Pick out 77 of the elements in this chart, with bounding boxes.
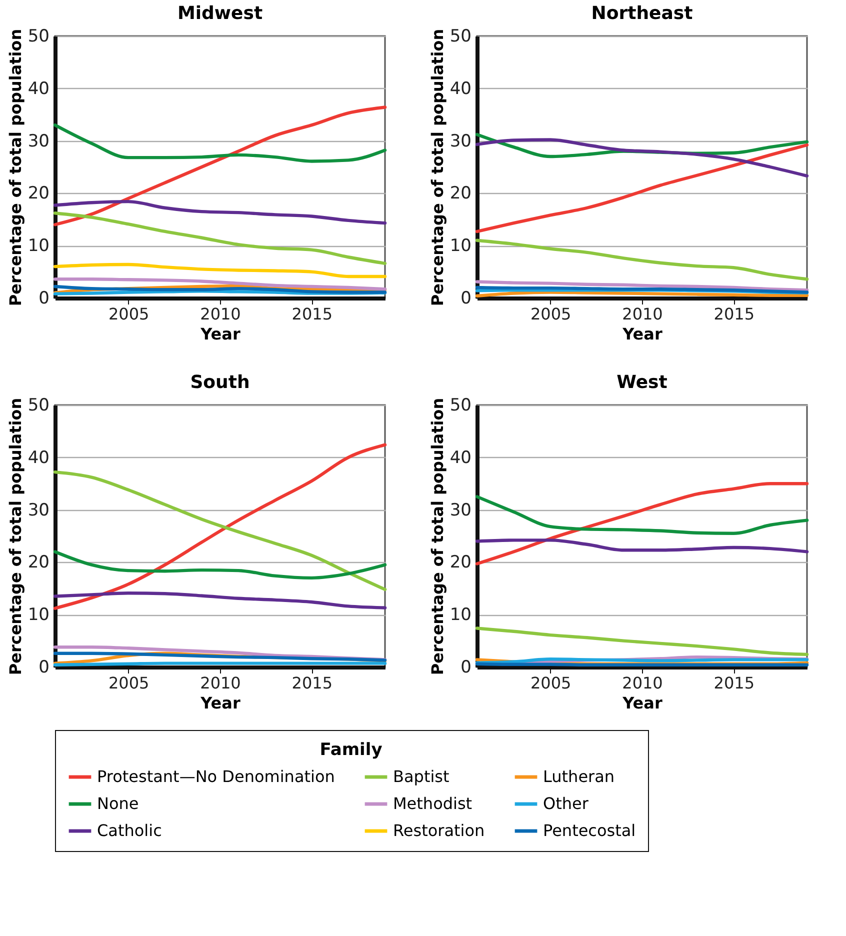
x-tick-label: 2010: [622, 674, 663, 692]
y-tick-label: 30: [450, 131, 472, 152]
y-tick-label: 30: [28, 500, 50, 520]
line-series: [475, 143, 809, 234]
x-tick-label: 2015: [292, 674, 333, 692]
x-axis-title: Year: [200, 324, 240, 344]
x-tick-label: 2015: [714, 304, 755, 324]
legend-label: Restoration: [393, 821, 485, 840]
legend-label: None: [97, 794, 139, 813]
y-tick-label: 40: [28, 78, 50, 99]
y-tick-label: 10: [28, 605, 50, 626]
y-tick-label: 40: [450, 78, 472, 99]
y-tick-label: 30: [28, 131, 50, 152]
y-tick-label: 20: [28, 552, 50, 573]
y-tick-label: 50: [450, 396, 472, 416]
x-tick-label: 2015: [292, 304, 333, 324]
y-tick-label: 0: [460, 288, 472, 308]
line-series: [475, 238, 809, 281]
line-series: [475, 626, 809, 656]
line-series: [475, 138, 809, 178]
y-tick-label: 0: [38, 288, 50, 308]
x-axis-title: Year: [622, 324, 662, 344]
y-tick-label: 0: [460, 658, 472, 678]
line-series: [53, 106, 387, 226]
y-tick-label: 20: [28, 184, 50, 204]
x-axis-title: Year: [200, 694, 240, 712]
line-series: [53, 278, 387, 291]
line-series: [475, 482, 809, 566]
line-series: [53, 550, 387, 580]
line-series: [53, 592, 387, 610]
legend-label: Pentecostal: [543, 821, 636, 840]
legend-label: Catholic: [97, 821, 162, 840]
legend-title: Family: [320, 740, 382, 760]
y-tick-label: 40: [28, 448, 50, 468]
line-series: [475, 495, 809, 535]
legend-label: Other: [543, 794, 589, 813]
y-tick-label: 30: [450, 500, 472, 520]
line-series: [475, 280, 809, 292]
line-series: [53, 123, 387, 163]
line-series: [475, 538, 809, 554]
chart-title: South: [190, 372, 250, 393]
y-tick-label: 20: [450, 184, 472, 204]
legend-label: Lutheran: [543, 767, 615, 786]
x-tick-label: 2005: [530, 304, 572, 324]
legend-label: Baptist: [393, 767, 450, 786]
y-tick-label: 10: [450, 605, 472, 626]
x-tick-label: 2005: [108, 304, 150, 324]
x-tick-label: 2010: [200, 304, 241, 324]
y-tick-label: 50: [450, 26, 472, 46]
y-tick-label: 50: [28, 396, 50, 416]
x-tick-label: 2010: [622, 304, 663, 324]
x-tick-label: 2005: [530, 674, 572, 692]
chart-title: Midwest: [177, 3, 263, 24]
x-tick-label: 2015: [714, 674, 755, 692]
y-axis-title: Percentage of total population: [428, 28, 447, 306]
line-series: [53, 470, 387, 592]
legend-label: Protestant—No Denomination: [97, 767, 335, 786]
y-axis-title: Percentage of total population: [6, 398, 25, 676]
x-axis-title: Year: [622, 694, 662, 712]
line-series: [53, 652, 387, 662]
line-series: [53, 212, 387, 266]
legend-label: Methodist: [393, 794, 472, 813]
y-tick-label: 50: [28, 26, 50, 46]
y-tick-label: 20: [450, 552, 472, 573]
x-tick-label: 2010: [200, 674, 241, 692]
y-tick-label: 10: [28, 236, 50, 256]
chart-title: West: [616, 372, 668, 393]
y-tick-label: 10: [450, 236, 472, 256]
x-tick-label: 2005: [108, 674, 150, 692]
y-tick-label: 40: [450, 448, 472, 468]
y-axis-title: Percentage of total population: [6, 28, 25, 306]
y-tick-label: 0: [38, 658, 50, 678]
chart-title: Northeast: [591, 3, 694, 24]
line-series: [53, 262, 387, 278]
line-series: [53, 200, 387, 225]
y-axis-title: Percentage of total population: [428, 398, 447, 676]
line-series: [53, 443, 387, 610]
